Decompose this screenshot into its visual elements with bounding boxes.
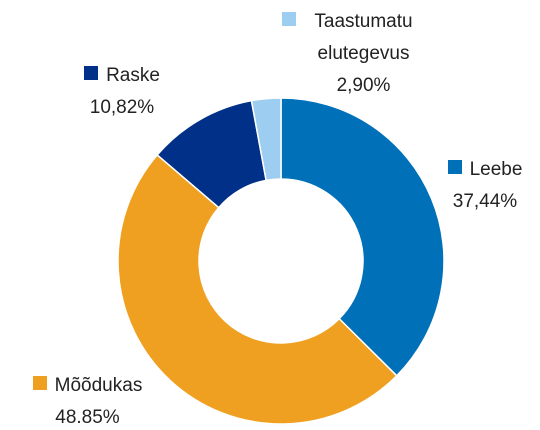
slice — [250, 97, 282, 182]
slice — [117, 153, 398, 425]
slice-label: Taastumatu elutegevus 2,90% — [250, 6, 455, 102]
category-name: Leebe — [469, 159, 523, 180]
slice-label: Leebe 37,44% — [430, 154, 540, 218]
category-name: Taastumatu elutegevus — [314, 11, 413, 64]
value-label: 2,90% — [336, 75, 391, 96]
slice-label: Mõõdukas 48.85% — [0, 370, 175, 430]
category-name: Raske — [106, 65, 160, 86]
legend-swatch — [281, 12, 296, 26]
slice — [280, 97, 445, 377]
legend-swatch — [32, 376, 47, 390]
value-label: 48.85% — [55, 407, 120, 428]
value-label: 37,44% — [452, 191, 518, 212]
value-label: 10,82% — [89, 97, 155, 118]
legend-swatch — [84, 66, 99, 80]
slice-label: Raske 10,82% — [62, 60, 182, 124]
legend-swatch — [447, 160, 462, 174]
category-name: Mõõdukas — [54, 375, 143, 396]
